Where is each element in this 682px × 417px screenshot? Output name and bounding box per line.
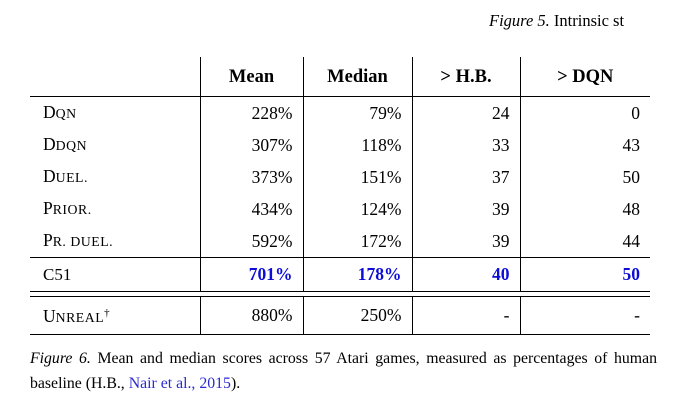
- table-row-c51: C51 701% 178% 40 50: [30, 257, 650, 292]
- col-header-gt-hb: > H.B.: [411, 57, 520, 97]
- cell-gt-dqn: 50: [519, 161, 650, 193]
- col-header-mean: Mean: [199, 57, 303, 97]
- row-label-text: UNREAL: [43, 305, 105, 326]
- cell-median: 178%: [302, 257, 412, 292]
- figure6-caption: Figure 6. Mean and median scores across …: [30, 347, 657, 396]
- cell-gt-dqn: -: [519, 296, 650, 335]
- citation-link[interactable]: Nair et al., 2015: [128, 374, 231, 392]
- cell-gt-dqn: 0: [519, 96, 650, 129]
- cell-gt-hb: 33: [411, 129, 520, 161]
- figure5-text: Intrinsic st: [553, 11, 625, 30]
- col-header-empty: [30, 57, 200, 97]
- table-row-duel: DUEL. 373% 151% 37 50: [30, 161, 650, 193]
- col-header-median: Median: [302, 57, 412, 97]
- cell-gt-dqn: 43: [519, 129, 650, 161]
- row-label: DDQN: [43, 134, 88, 154]
- cell-gt-hb: 39: [411, 225, 520, 258]
- results-table: Mean Median > H.B. > DQN DQN 228% 79% 24…: [30, 57, 650, 335]
- cell-mean: 880%: [199, 296, 303, 335]
- double-rule-gap-cell: [30, 291, 650, 297]
- cell-mean: 307%: [199, 129, 303, 161]
- cell-median: 172%: [302, 225, 412, 258]
- cell-mean: 701%: [199, 257, 303, 292]
- cell-mean: 592%: [199, 225, 303, 258]
- header-row: Mean Median > H.B. > DQN: [30, 57, 650, 97]
- row-label: DUEL.: [43, 166, 88, 186]
- cell-median: 79%: [302, 96, 412, 129]
- double-rule-gap: [30, 291, 650, 297]
- dagger-mark: †: [104, 307, 110, 319]
- cell-mean: 373%: [199, 161, 303, 193]
- cell-mean: 228%: [199, 96, 303, 129]
- cell-gt-hb: 40: [411, 257, 520, 292]
- cell-median: 250%: [302, 296, 412, 335]
- cell-gt-dqn: 50: [519, 257, 650, 292]
- table-row-dqn: DQN 228% 79% 24 0: [30, 96, 650, 129]
- table-row-prior: PRIOR. 434% 124% 39 48: [30, 193, 650, 225]
- figure5-caption-fragment: Figure 5. Intrinsic st: [489, 11, 624, 31]
- cell-gt-hb: -: [411, 296, 520, 335]
- figure6-label: Figure 6.: [30, 350, 91, 367]
- cell-gt-dqn: 48: [519, 193, 650, 225]
- table-row-ddqn: DDQN 307% 118% 33 43: [30, 129, 650, 161]
- row-label: UNREAL†: [30, 296, 200, 335]
- cell-mean: 434%: [199, 193, 303, 225]
- cell-gt-hb: 37: [411, 161, 520, 193]
- cell-gt-dqn: 44: [519, 225, 650, 258]
- cell-gt-hb: 39: [411, 193, 520, 225]
- row-label: C51: [30, 257, 200, 292]
- table-row-unreal: UNREAL† 880% 250% - -: [30, 296, 650, 335]
- row-label: PR. DUEL.: [43, 230, 114, 250]
- row-label: DQN: [43, 102, 77, 122]
- row-label: PRIOR.: [43, 198, 92, 218]
- figure5-label: Figure 5.: [489, 11, 550, 30]
- cell-median: 118%: [302, 129, 412, 161]
- cell-gt-hb: 24: [411, 96, 520, 129]
- table-row-pr-duel: PR. DUEL. 592% 172% 39 44: [30, 225, 650, 258]
- figure6-text-after-link: ).: [230, 374, 241, 392]
- cell-median: 124%: [302, 193, 412, 225]
- figure6-text-before-link: Mean and median scores across 57 Atari g…: [30, 350, 657, 392]
- col-header-gt-dqn: > DQN: [519, 57, 650, 97]
- cell-median: 151%: [302, 161, 412, 193]
